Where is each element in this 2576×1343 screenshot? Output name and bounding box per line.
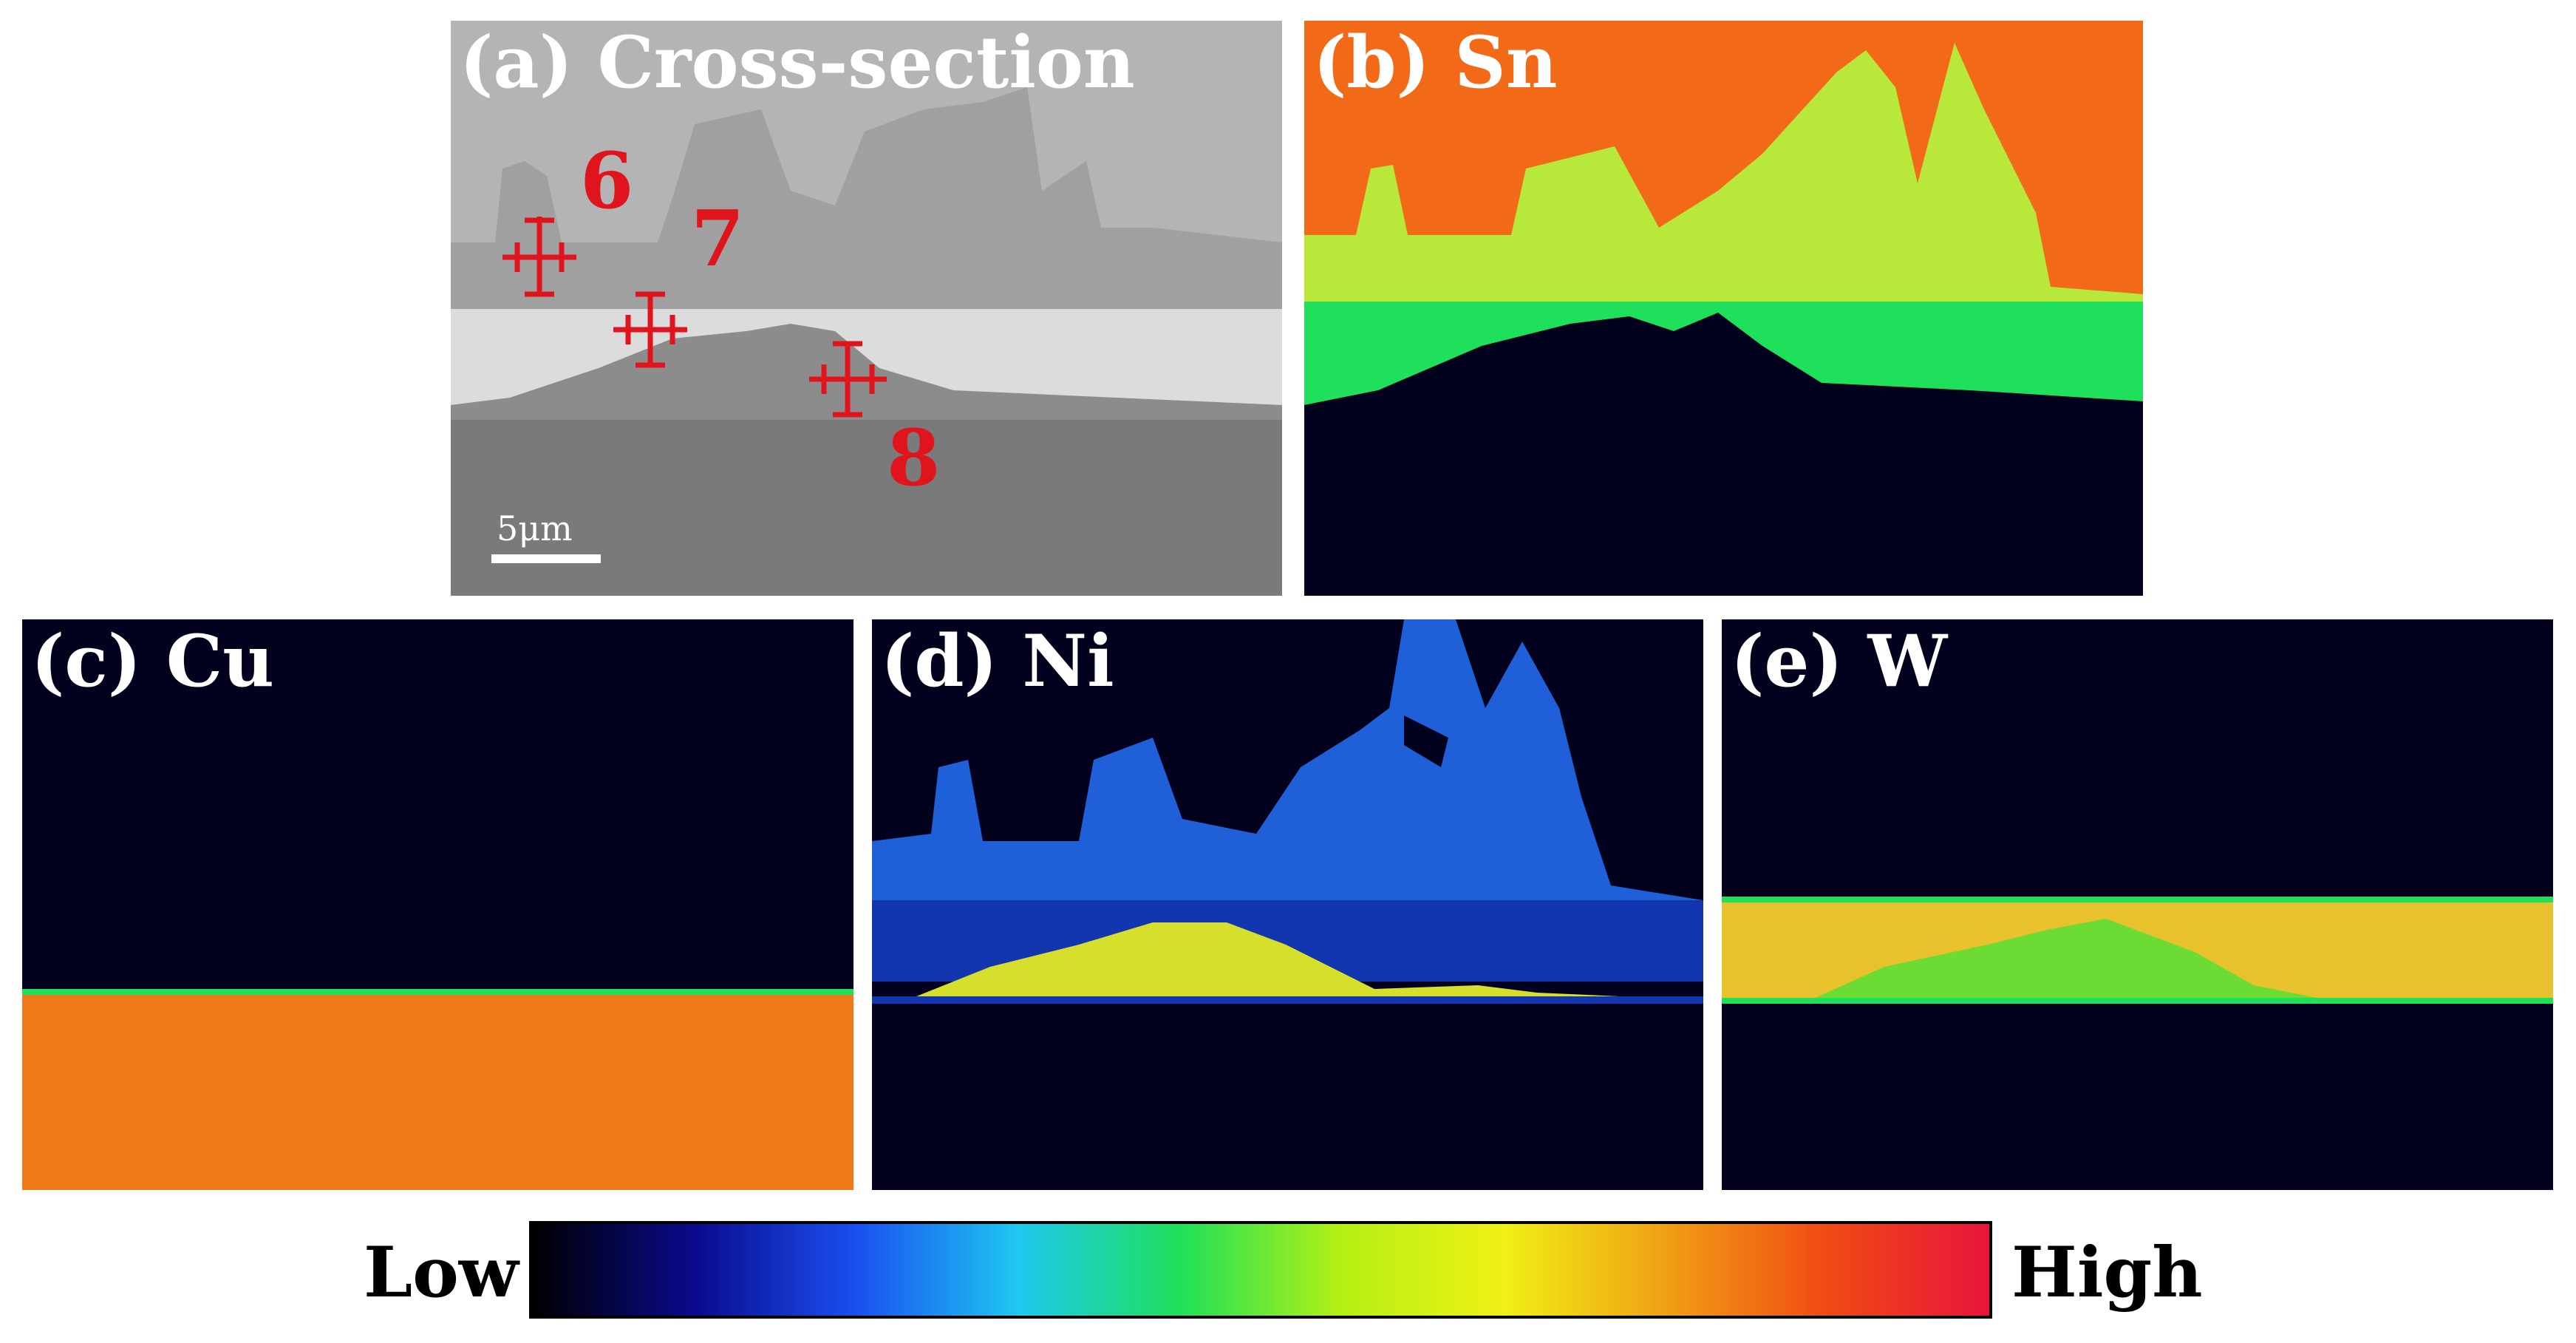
ni-blue-region [872, 619, 1703, 974]
panel-b-sn-map: (b) Sn [1304, 21, 2143, 596]
marker-label-8: 8 [887, 412, 941, 503]
panel-b-label: (b) Sn [1313, 21, 1558, 104]
marker-label-7: 7 [691, 193, 745, 284]
sem-mound [451, 324, 1282, 424]
sn-yellow-region [1304, 43, 2143, 302]
scale-bar-label: 5μm [497, 509, 573, 548]
panel-e-label: (e) W [1731, 619, 1948, 703]
cu-map-image [22, 619, 853, 1190]
panel-a-cross-section: (a) Cross-section 6 7 8 5μm [451, 21, 1282, 596]
sn-map-image [1304, 21, 2143, 596]
colorbar [529, 1221, 1992, 1319]
scale-bar [491, 554, 601, 563]
panel-d-ni-map: (d) Ni [872, 619, 1703, 1190]
w-map-image [1722, 619, 2553, 1190]
marker-cross-8 [809, 341, 887, 418]
panel-c-cu-map: (c) Cu [22, 619, 853, 1190]
panel-a-label: (a) Cross-section [460, 21, 1135, 104]
ni-map-image [872, 619, 1703, 1190]
marker-label-6: 6 [580, 135, 634, 226]
sn-dark-region [1304, 313, 2143, 596]
sem-substrate [451, 420, 1282, 596]
colorbar-low-label: Low [364, 1232, 519, 1313]
ni-yellow-mound [916, 922, 1703, 1000]
panel-d-label: (d) Ni [881, 619, 1114, 703]
panel-c-label: (c) Cu [31, 619, 274, 703]
sem-image [451, 21, 1282, 596]
sem-peaks [451, 87, 1282, 309]
marker-cross-6 [502, 217, 576, 297]
panel-e-w-map: (e) W [1722, 619, 2553, 1190]
w-green-mound [1810, 919, 2328, 1000]
colorbar-high-label: High [2011, 1232, 2203, 1313]
cu-orange-region [22, 993, 853, 1190]
marker-cross-7 [613, 291, 687, 368]
